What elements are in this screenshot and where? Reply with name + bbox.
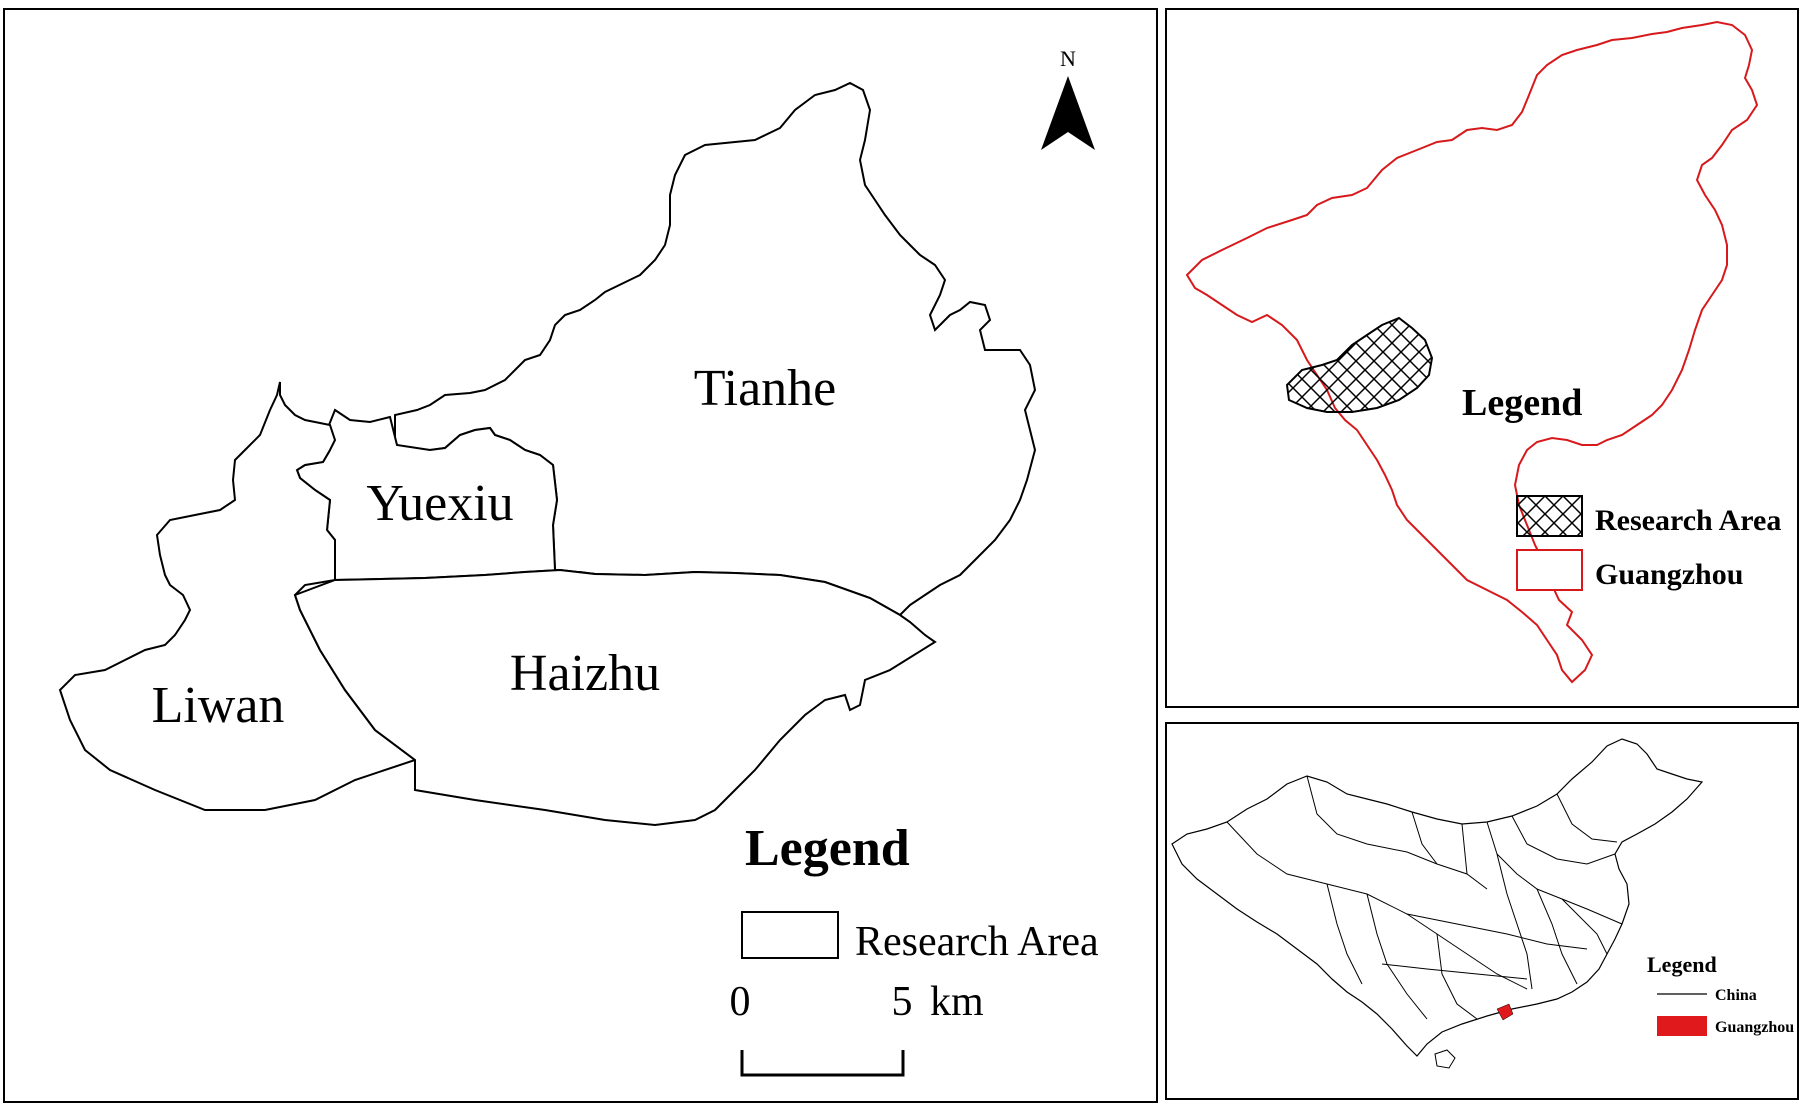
scale-unit-label: km <box>930 979 984 1025</box>
north-arrow-icon: N <box>1041 46 1095 150</box>
haizhu-label: Haizhu <box>510 645 660 702</box>
haizhu-district[interactable] <box>293 568 937 827</box>
gz-legend-guangzhou: Guangzhou <box>1595 558 1743 591</box>
scale-end-label: 5 <box>892 979 913 1025</box>
scale-start-label: 0 <box>730 979 751 1025</box>
liwan-label: Liwan <box>152 677 285 734</box>
tianhe-label: Tianhe <box>694 360 837 417</box>
china-legend-red-swatch <box>1657 1016 1707 1036</box>
gz-legend-research-swatch <box>1516 495 1583 537</box>
inset-research-area[interactable] <box>1285 316 1434 413</box>
main-map-svg: Tianhe Yuexiu Haizhu Liwan N Legend Rese… <box>58 46 1099 1077</box>
gz-legend-research-area: Research Area <box>1595 504 1781 537</box>
yuexiu-label: Yuexiu <box>366 475 513 532</box>
scale-bar <box>740 1050 905 1077</box>
main-legend-research-area: Research Area <box>855 919 1099 965</box>
liwan-district[interactable] <box>58 381 418 811</box>
guangzhou-boundary[interactable] <box>1185 20 1759 684</box>
china-legend-guangzhou: Guangzhou <box>1715 1019 1794 1036</box>
china-inset-panel: Legend China Guangzhou <box>1165 722 1799 1100</box>
north-label: N <box>1060 46 1076 71</box>
guangzhou-inset-panel: Legend Research Area Guangzhou <box>1165 8 1799 708</box>
main-map-panel: Tianhe Yuexiu Haizhu Liwan N Legend Rese… <box>3 8 1158 1103</box>
guangzhou-inset-svg: Legend Research Area Guangzhou <box>1185 20 1781 684</box>
china-guangzhou-highlight[interactable] <box>1496 1003 1514 1021</box>
gz-legend-title: Legend <box>1462 382 1582 424</box>
gz-legend-guangzhou-swatch <box>1516 549 1583 591</box>
china-inset-svg: Legend China Guangzhou <box>1171 738 1794 1069</box>
china-legend-china: China <box>1715 987 1757 1004</box>
main-legend-title: Legend <box>745 820 910 877</box>
hainan-island <box>1434 1049 1456 1069</box>
china-legend-title: Legend <box>1647 952 1717 977</box>
china-boundary[interactable] <box>1171 738 1704 1057</box>
research-area-swatch <box>741 911 839 959</box>
china-province-lines <box>1226 775 1623 1020</box>
